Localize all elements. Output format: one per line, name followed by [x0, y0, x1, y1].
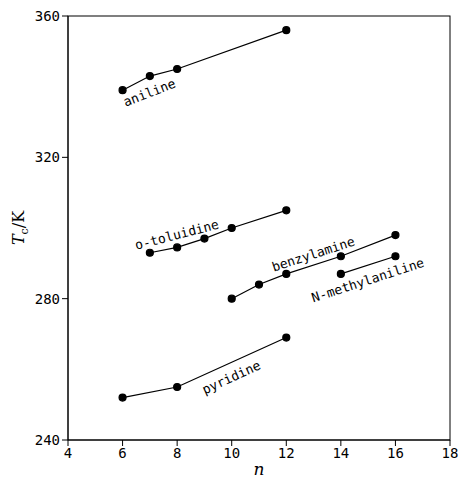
svg-text:10: 10: [223, 445, 240, 461]
svg-text:N-methylaniline: N-methylaniline: [310, 255, 426, 305]
svg-text:12: 12: [278, 445, 295, 461]
svg-text:pyridine: pyridine: [200, 358, 263, 398]
svg-text:8: 8: [173, 445, 181, 461]
svg-text:14: 14: [332, 445, 349, 461]
svg-text:6: 6: [118, 445, 126, 461]
svg-text:o-toluidine: o-toluidine: [133, 217, 220, 253]
svg-text:4: 4: [64, 445, 72, 461]
svg-text:240: 240: [35, 432, 60, 448]
svg-text:n: n: [254, 459, 265, 479]
svg-text:16: 16: [387, 445, 404, 461]
svg-text:360: 360: [35, 8, 60, 24]
svg-text:280: 280: [35, 291, 60, 307]
svg-text:18: 18: [442, 445, 459, 461]
svg-text:aniline: aniline: [121, 76, 178, 110]
svg-text:benzylamine: benzylamine: [270, 234, 357, 275]
svg-text:Tc/K: Tc/K: [9, 210, 31, 245]
svg-text:320: 320: [35, 149, 60, 165]
